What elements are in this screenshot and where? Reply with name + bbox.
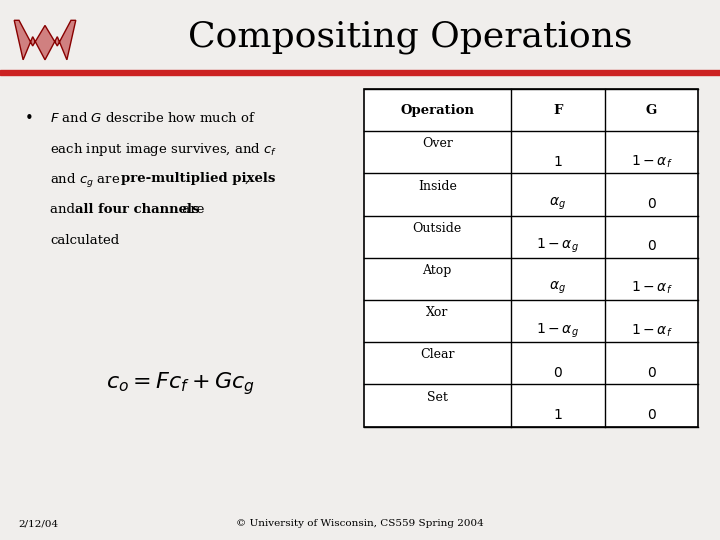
- Bar: [364, 89, 698, 427]
- Text: $1-\alpha_f$: $1-\alpha_f$: [631, 153, 672, 170]
- Text: Compositing Operations: Compositing Operations: [188, 20, 633, 53]
- Text: each input image survives, and $c_f$: each input image survives, and $c_f$: [50, 141, 278, 158]
- Text: calculated: calculated: [50, 234, 120, 247]
- Text: $0$: $0$: [553, 366, 563, 380]
- Text: and $c_g$ are: and $c_g$ are: [50, 172, 122, 190]
- Text: $c_o = Fc_f + Gc_g$: $c_o = Fc_f + Gc_g$: [106, 370, 254, 397]
- Text: $0$: $0$: [647, 366, 657, 380]
- Text: Over: Over: [422, 138, 453, 151]
- Text: $0$: $0$: [647, 408, 657, 422]
- Text: $0$: $0$: [647, 197, 657, 211]
- Text: $1$: $1$: [553, 154, 562, 168]
- Text: $F$ and $G$ describe how much of: $F$ and $G$ describe how much of: [50, 111, 256, 125]
- Text: $0$: $0$: [647, 239, 657, 253]
- Text: $1-\alpha_f$: $1-\alpha_f$: [631, 322, 672, 339]
- Text: $\alpha_g$: $\alpha_g$: [549, 195, 566, 212]
- Text: $1-\alpha_g$: $1-\alpha_g$: [536, 321, 579, 340]
- Text: G: G: [646, 104, 657, 117]
- Text: Set: Set: [427, 390, 448, 403]
- Text: $1-\alpha_g$: $1-\alpha_g$: [536, 237, 579, 255]
- Text: Inside: Inside: [418, 180, 456, 193]
- Polygon shape: [14, 21, 76, 60]
- Text: •: •: [25, 111, 34, 126]
- Text: $1-\alpha_f$: $1-\alpha_f$: [631, 280, 672, 296]
- Text: Xor: Xor: [426, 306, 449, 319]
- Text: 2/12/04: 2/12/04: [18, 519, 58, 528]
- Text: ,: ,: [245, 172, 249, 185]
- Text: $\alpha_g$: $\alpha_g$: [549, 280, 566, 296]
- Text: are: are: [178, 203, 204, 216]
- Text: and: and: [50, 203, 80, 216]
- Text: $1$: $1$: [553, 408, 562, 422]
- Text: F: F: [553, 104, 562, 117]
- Text: pre-multiplied pixels: pre-multiplied pixels: [121, 172, 275, 185]
- Text: Operation: Operation: [400, 104, 474, 117]
- Text: Outside: Outside: [413, 222, 462, 235]
- Text: Atop: Atop: [423, 264, 452, 277]
- Text: Clear: Clear: [420, 348, 454, 361]
- Text: all four channels: all four channels: [75, 203, 199, 216]
- Bar: [0, 70, 720, 75]
- Text: © University of Wisconsin, CS559 Spring 2004: © University of Wisconsin, CS559 Spring …: [236, 519, 484, 528]
